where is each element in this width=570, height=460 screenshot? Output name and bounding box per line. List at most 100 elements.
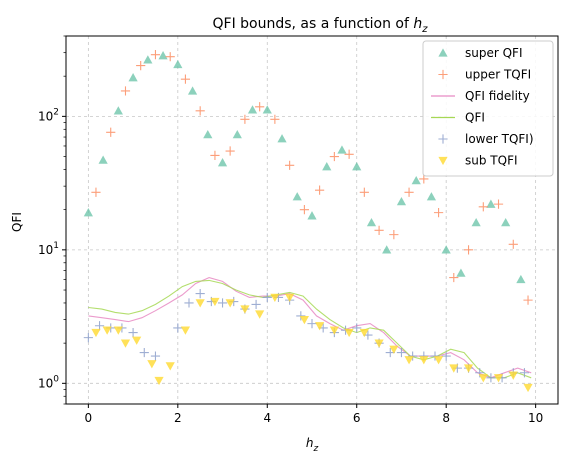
legend-items: super QFI upper TQFI QFI fidelity QFI lower … bbox=[431, 46, 534, 168]
data-point bbox=[519, 368, 530, 378]
data-point bbox=[523, 383, 533, 393]
data-point bbox=[106, 127, 116, 137]
series-upper-tqfi bbox=[91, 50, 533, 305]
data-point bbox=[478, 202, 488, 212]
series-layer bbox=[83, 50, 533, 393]
legend-swatch bbox=[438, 48, 448, 57]
data-point bbox=[344, 328, 354, 338]
tick-layer: 0 2 4 6 8 10 100 101 102 bbox=[38, 35, 543, 425]
chart-title: QFI bounds, as a function of hz bbox=[213, 16, 429, 35]
data-point bbox=[225, 299, 235, 308]
series-lower-tqfi bbox=[83, 289, 530, 383]
chart-title-text: QFI bounds, as a function of bbox=[213, 16, 414, 32]
data-point bbox=[441, 351, 451, 361]
data-point bbox=[419, 356, 429, 365]
data-point bbox=[352, 323, 362, 333]
data-point bbox=[225, 146, 235, 156]
x-tick-label: 0 bbox=[85, 411, 93, 425]
data-point bbox=[404, 356, 414, 365]
data-point bbox=[210, 297, 220, 307]
data-point bbox=[285, 160, 295, 170]
legend-swatch bbox=[438, 69, 448, 80]
data-point bbox=[374, 225, 384, 235]
data-point bbox=[180, 74, 191, 84]
data-point bbox=[147, 360, 157, 369]
y-axis-label: QFI bbox=[10, 212, 24, 232]
data-point bbox=[136, 61, 146, 71]
legend-item-upper-tqfi: upper TQFI bbox=[438, 68, 531, 82]
data-point bbox=[165, 362, 175, 371]
data-point bbox=[91, 187, 101, 197]
data-point bbox=[132, 336, 142, 345]
data-point bbox=[359, 328, 369, 338]
data-point bbox=[329, 326, 339, 335]
data-point bbox=[366, 217, 377, 227]
data-point bbox=[195, 299, 205, 308]
data-point bbox=[195, 106, 205, 116]
data-point bbox=[486, 199, 496, 208]
data-point bbox=[113, 326, 123, 335]
data-point bbox=[255, 102, 265, 112]
x-tick-label: 10 bbox=[528, 411, 543, 425]
legend-item-lower-tqfi: lower TQFI) bbox=[438, 132, 534, 146]
data-point bbox=[210, 150, 220, 160]
data-point bbox=[430, 351, 440, 361]
series-sub-tqfi bbox=[91, 293, 533, 393]
data-point bbox=[408, 351, 418, 361]
data-point bbox=[128, 73, 138, 82]
data-point bbox=[94, 321, 105, 331]
data-point bbox=[203, 130, 213, 139]
legend-item-qfi: QFI bbox=[431, 111, 485, 125]
data-point bbox=[195, 289, 205, 299]
data-point bbox=[359, 187, 369, 197]
legend-swatch bbox=[438, 156, 448, 166]
chart-title-sub: z bbox=[421, 24, 428, 35]
legend-label: QFI bbox=[465, 111, 485, 125]
x-tick-label: 6 bbox=[353, 411, 361, 425]
data-point bbox=[285, 293, 295, 303]
data-point bbox=[433, 208, 444, 218]
data-point bbox=[463, 364, 474, 373]
grid-layer bbox=[66, 36, 558, 404]
data-point bbox=[337, 145, 347, 154]
data-point bbox=[299, 205, 309, 215]
data-point bbox=[240, 114, 250, 124]
data-point bbox=[329, 151, 339, 162]
data-point bbox=[404, 187, 414, 197]
data-point bbox=[270, 114, 280, 124]
data-point bbox=[493, 199, 504, 209]
data-point bbox=[501, 217, 511, 227]
data-point bbox=[374, 339, 384, 348]
data-point bbox=[508, 371, 518, 380]
legend-label: QFI fidelity bbox=[465, 89, 530, 103]
chart-title-var: h bbox=[413, 16, 422, 32]
data-point bbox=[433, 356, 444, 365]
data-point bbox=[255, 310, 265, 319]
data-point bbox=[247, 105, 258, 114]
data-point bbox=[251, 299, 261, 310]
data-point bbox=[322, 162, 332, 171]
data-point bbox=[154, 376, 164, 386]
data-point bbox=[240, 305, 250, 314]
x-tick-label: 4 bbox=[263, 411, 271, 425]
data-point bbox=[389, 345, 399, 354]
plot-frame bbox=[65, 35, 559, 405]
data-point bbox=[217, 298, 228, 308]
data-point bbox=[516, 274, 526, 284]
legend: super QFI upper TQFI QFI fidelity QFI lower … bbox=[422, 40, 554, 177]
data-point bbox=[441, 245, 451, 254]
legend-label: lower TQFI) bbox=[465, 132, 534, 146]
data-point bbox=[83, 208, 93, 217]
series-super-qfi bbox=[83, 51, 526, 284]
data-point bbox=[262, 105, 272, 114]
data-point bbox=[382, 245, 392, 254]
legend-label: sub TQFI bbox=[465, 154, 518, 168]
data-point bbox=[315, 185, 325, 195]
data-point bbox=[113, 106, 123, 115]
data-point bbox=[471, 217, 481, 227]
series-line-qfi-fidelity bbox=[88, 277, 532, 379]
data-point bbox=[139, 347, 149, 358]
legend-item-sub-tqfi: sub TQFI bbox=[438, 154, 518, 168]
data-point bbox=[426, 192, 437, 201]
